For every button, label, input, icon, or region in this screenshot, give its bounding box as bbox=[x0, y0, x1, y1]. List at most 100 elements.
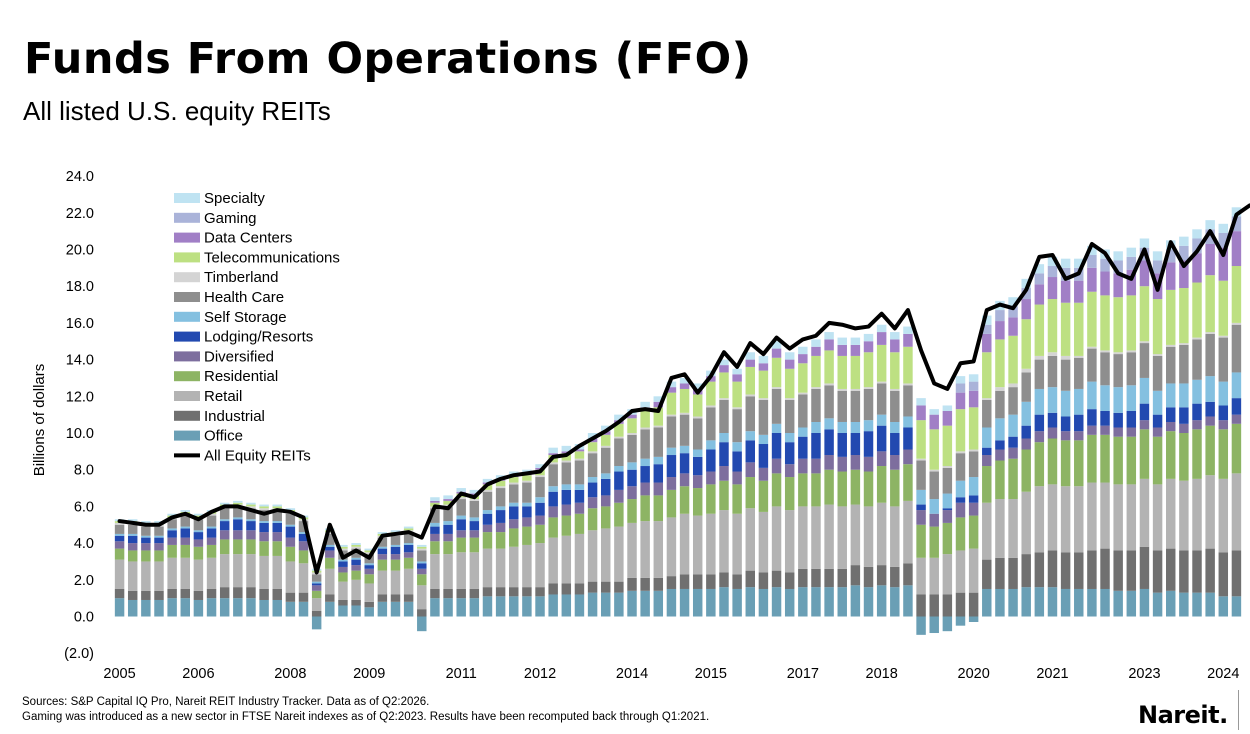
bar-self-storage-q3-2011 bbox=[456, 515, 466, 520]
bar-self-storage-q1-2018 bbox=[798, 427, 808, 437]
bar-timberland-q2-2019 bbox=[863, 387, 874, 389]
bar-specialty-q4-2007 bbox=[259, 504, 269, 507]
legend-swatch-gaming bbox=[174, 212, 200, 223]
bar-timberland-q3-2015 bbox=[666, 414, 677, 417]
bar-lodging-resorts-q4-2018 bbox=[837, 433, 847, 457]
bar-residential-q3-2024 bbox=[1139, 429, 1150, 479]
bar-data-centers-q4-2020 bbox=[942, 410, 953, 426]
bar-lodging-resorts-q1-2005 bbox=[114, 535, 125, 542]
bar-industrial-q1-2022 bbox=[1008, 557, 1018, 589]
bar-office-q3-2005 bbox=[141, 599, 151, 617]
bar-self-storage-q2-2015 bbox=[653, 456, 664, 465]
bar-timberland-q3-2025 bbox=[1192, 337, 1202, 340]
bar-timberland-q4-2018 bbox=[837, 388, 847, 391]
bar-self-storage-q3-2018 bbox=[824, 418, 834, 430]
bar-industrial-q3-2010 bbox=[403, 594, 414, 602]
bar-health-care-q2-2017 bbox=[758, 399, 769, 435]
bar-industrial-q1-2007 bbox=[219, 587, 230, 599]
bar-self-storage-q2-2017 bbox=[758, 434, 769, 445]
bar-health-care-q2-2022 bbox=[1021, 372, 1031, 402]
bar-health-care-q3-2017 bbox=[771, 388, 782, 424]
bar-diversified-q4-2010 bbox=[417, 568, 427, 575]
bar-health-care-q1-2018 bbox=[798, 394, 808, 428]
legend-swatch-diversified bbox=[174, 351, 200, 362]
bar-residential-q4-2011 bbox=[469, 537, 480, 553]
bar-lodging-resorts-q4-2024 bbox=[1152, 414, 1163, 428]
bar-residential-q4-2025 bbox=[1205, 425, 1215, 476]
bar-timberland-q3-2024 bbox=[1139, 341, 1150, 344]
bar-retail-q3-2018 bbox=[824, 504, 834, 569]
bar-retail-q4-2020 bbox=[942, 554, 953, 595]
bar-residential-q4-2007 bbox=[259, 541, 269, 556]
x-tick-label: 2017 bbox=[787, 666, 819, 682]
y-tick-label: 24.0 bbox=[66, 169, 94, 185]
bar-telecommunications-q2-2011 bbox=[443, 500, 453, 505]
bar-lodging-resorts-q1-2024 bbox=[1113, 412, 1123, 428]
bar-industrial-q2-2018 bbox=[811, 568, 821, 588]
bar-industrial-q1-2017 bbox=[745, 570, 755, 588]
bar-industrial-q4-2025 bbox=[1205, 548, 1215, 593]
bar-lodging-resorts-q4-2020 bbox=[942, 508, 953, 511]
bar-industrial-q3-2022 bbox=[1034, 552, 1045, 588]
bar-office-q1-2020 bbox=[903, 585, 913, 617]
bar-specialty-q1-2012 bbox=[482, 478, 493, 483]
bar-residential-q1-2026 bbox=[1218, 429, 1229, 479]
bar-health-care-q2-2021 bbox=[968, 451, 979, 478]
bar-self-storage-q2-2023 bbox=[1074, 388, 1084, 415]
bar-health-care-q1-2026 bbox=[1218, 337, 1229, 382]
bar-diversified-q2-2023 bbox=[1074, 431, 1084, 441]
bar-self-storage-q3-2023 bbox=[1087, 381, 1097, 410]
bar-office-q1-2026 bbox=[1218, 596, 1229, 617]
bar-specialty-q1-2016 bbox=[692, 383, 703, 389]
bar-telecommunications-q1-2019 bbox=[850, 355, 861, 389]
bar-residential-q1-2023 bbox=[1060, 440, 1071, 487]
bar-industrial-q3-2023 bbox=[1087, 550, 1097, 589]
bar-diversified-q1-2010 bbox=[377, 554, 388, 560]
bar-data-centers-q3-2017 bbox=[771, 348, 782, 358]
bar-industrial-q2-2020 bbox=[916, 594, 926, 617]
bar-self-storage-q2-2024 bbox=[1126, 385, 1137, 411]
bar-office-q4-2008 bbox=[311, 616, 322, 630]
bar-retail-q4-2016 bbox=[732, 513, 742, 575]
bar-diversified-q2-2025 bbox=[1179, 423, 1189, 433]
legend-swatch-health-care bbox=[174, 292, 200, 302]
bar-lodging-resorts-q2-2011 bbox=[443, 524, 453, 534]
bar-retail-q3-2016 bbox=[719, 510, 729, 573]
bar-timberland-q4-2009 bbox=[364, 552, 374, 555]
bar-health-care-q1-2011 bbox=[430, 508, 440, 523]
bar-diversified-q2-2012 bbox=[495, 522, 506, 533]
bar-lodging-resorts-q3-2022 bbox=[1034, 414, 1045, 432]
bar-timberland-q2-2022 bbox=[1021, 368, 1031, 373]
bar-retail-q4-2015 bbox=[679, 513, 690, 575]
bar-data-centers-q2-2022 bbox=[1021, 299, 1031, 320]
bar-health-care-q3-2011 bbox=[456, 499, 466, 516]
bar-telecommunications-q4-2022 bbox=[1047, 299, 1058, 353]
bar-data-centers-q3-2013 bbox=[561, 451, 572, 454]
bar-retail-q2-2022 bbox=[1021, 491, 1031, 555]
bar-data-centers-q4-2015 bbox=[679, 383, 690, 389]
bar-self-storage-q1-2023 bbox=[1060, 390, 1071, 417]
bar-diversified-q2-2020 bbox=[916, 510, 926, 525]
bar-health-care-q1-2008 bbox=[272, 510, 282, 522]
bar-specialty-q3-2024 bbox=[1139, 238, 1150, 248]
bar-diversified-q3-2023 bbox=[1087, 425, 1097, 435]
bar-industrial-q2-2016 bbox=[706, 574, 716, 589]
bar-telecommunications-q3-2023 bbox=[1087, 291, 1097, 347]
bar-lodging-resorts-q1-2015 bbox=[640, 466, 650, 483]
bar-residential-q3-2015 bbox=[666, 489, 677, 518]
bar-self-storage-q4-2024 bbox=[1152, 390, 1163, 415]
bar-timberland-q1-2013 bbox=[535, 475, 545, 478]
bar-self-storage-q4-2016 bbox=[732, 442, 742, 452]
bar-retail-q1-2012 bbox=[482, 548, 493, 588]
bar-diversified-q1-2005 bbox=[114, 541, 125, 549]
legend-label-data-centers: Data Centers bbox=[204, 230, 292, 247]
bar-office-q1-2012 bbox=[482, 596, 493, 617]
bar-specialty-q4-2025 bbox=[1205, 220, 1215, 230]
bar-timberland-q4-2014 bbox=[627, 433, 637, 435]
bar-residential-q3-2020 bbox=[929, 526, 939, 558]
bar-lodging-resorts-q4-2025 bbox=[1205, 401, 1215, 417]
bar-specialty-q3-2023 bbox=[1087, 245, 1097, 256]
bar-health-care-q4-2017 bbox=[784, 399, 795, 433]
bar-diversified-q2-2011 bbox=[443, 533, 453, 542]
bar-data-centers-q1-2011 bbox=[430, 500, 440, 503]
